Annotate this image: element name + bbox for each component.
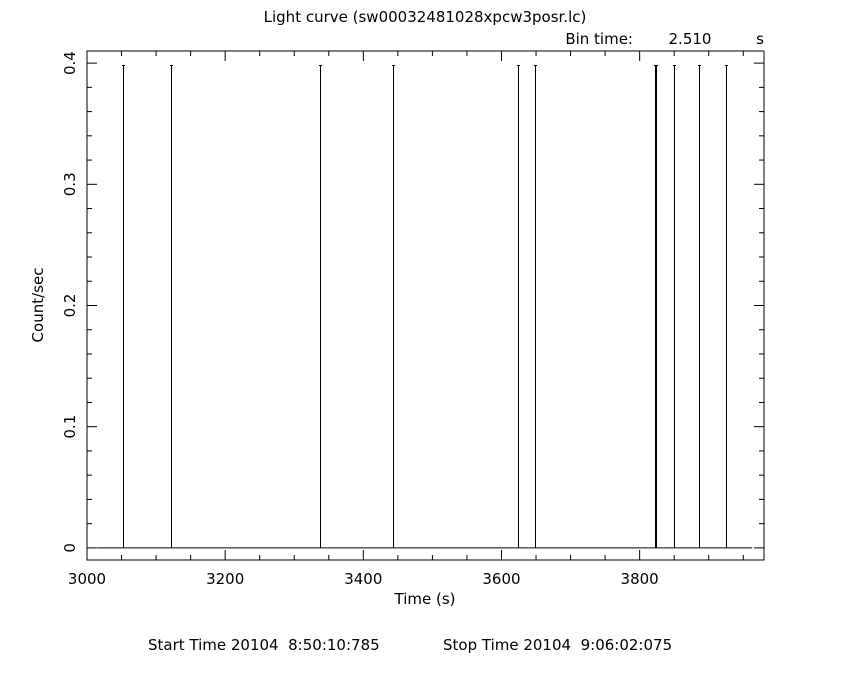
x-tick-label: 3600 — [482, 570, 520, 588]
x-tick-label: 3000 — [68, 570, 106, 588]
x-axis-label: Time (s) — [394, 590, 456, 608]
y-tick-label: 0 — [61, 543, 79, 553]
y-tick-label: 0.1 — [61, 415, 79, 439]
bin-time-label: Bin time: — [565, 30, 633, 48]
x-tick-label: 3800 — [621, 570, 659, 588]
tick-labels: 3000 3200 3400 3600 3800 0 0.1 0.2 0.3 0.4 — [61, 51, 659, 588]
start-time: Start Time 20104 8:50:10:785 — [148, 636, 380, 654]
axis-ticks — [86, 51, 764, 560]
y-tick-label: 0.2 — [61, 294, 79, 318]
x-tick-label: 3400 — [344, 570, 382, 588]
x-tick-label: 3200 — [206, 570, 244, 588]
y-tick-label: 0.3 — [61, 172, 79, 196]
y-axis-label: Count/sec — [29, 268, 47, 343]
plot-frame — [86, 50, 765, 561]
bin-time-unit: s — [756, 30, 764, 48]
data-series — [97, 65, 753, 549]
bin-time-value: 2.510 — [669, 30, 712, 48]
y-tick-label: 0.4 — [61, 51, 79, 75]
stop-time: Stop Time 20104 9:06:02:075 — [443, 636, 673, 654]
chart-title: Light curve (sw00032481028xpcw3posr.lc) — [264, 8, 587, 26]
